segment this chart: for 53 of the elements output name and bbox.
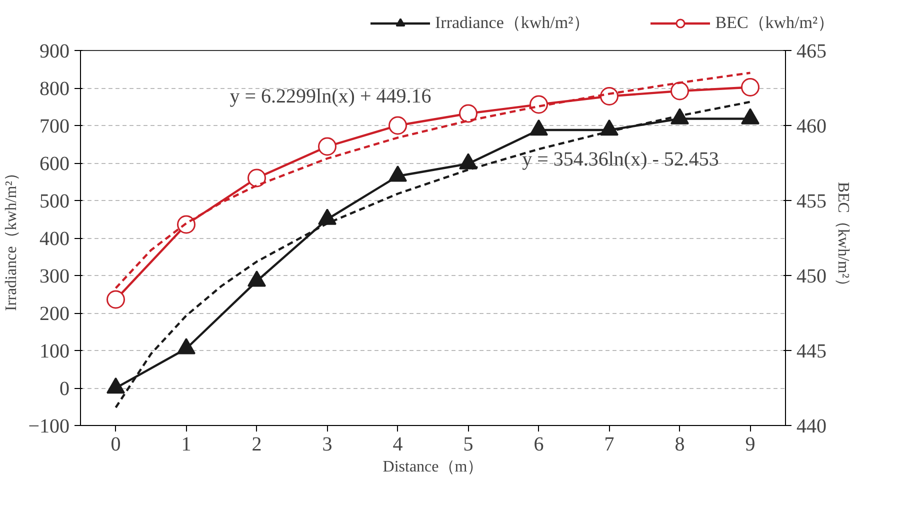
y-tick-label: 700 [40, 116, 70, 138]
x-tick-label: 1 [181, 434, 192, 456]
x-tick-label: 8 [674, 434, 685, 456]
point [388, 116, 407, 135]
point [530, 95, 548, 114]
point [741, 108, 760, 124]
y-tick-label: 500 [40, 190, 70, 212]
x-tick-label: 2 [252, 434, 262, 456]
legend-label: Irradiance（kwh/m²） [435, 12, 590, 34]
x-tick-label: 3 [322, 434, 332, 456]
point [530, 119, 548, 136]
y-tick-label: 900 [40, 40, 70, 62]
point [459, 104, 478, 123]
y-tick-label: 100 [40, 340, 70, 362]
point [670, 108, 689, 124]
point [177, 215, 196, 234]
point [248, 168, 266, 188]
x-tick-label: 6 [534, 434, 544, 456]
x-tick-label: 4 [392, 434, 403, 456]
point [106, 377, 125, 394]
x-tick-label: 9 [745, 434, 756, 456]
point [741, 78, 760, 96]
annotation: y = 354.36ln(x) - 52.453 [522, 148, 719, 170]
point [670, 82, 689, 100]
point [248, 270, 266, 287]
y-tick-label: 300 [40, 266, 70, 288]
annotation: y = 6.2299ln(x) + 449.16 [230, 86, 432, 108]
x-axis-title: Distance（m） [382, 458, 484, 476]
x-tick-label: 0 [110, 434, 121, 456]
point [600, 87, 618, 106]
point [318, 208, 336, 225]
x-tick-label: 7 [604, 434, 614, 456]
y-tick-label: 800 [40, 78, 70, 100]
y2-tick-label: 465 [796, 40, 826, 62]
point [318, 137, 336, 156]
y-tick-label: 200 [40, 303, 70, 325]
point [388, 166, 407, 182]
y2-tick-label: 445 [796, 340, 826, 362]
y2-tick-label: 455 [796, 190, 826, 212]
point [106, 290, 125, 309]
y-tick-label: 0 [60, 378, 70, 400]
point [177, 338, 196, 354]
legend-label: BEC（kwh/m²） [715, 12, 835, 34]
x-tick-label: 5 [463, 434, 474, 456]
y2-tick-label: 460 [796, 116, 826, 138]
y2-axis-title: BEC（kwh/m²） [834, 182, 852, 294]
y-tick-label: −100 [28, 416, 70, 438]
y-axis-title: Irradiance（kwh/m²） [3, 164, 20, 312]
y-tick-label: 400 [40, 228, 70, 250]
y2-tick-label: 440 [796, 416, 826, 438]
point [459, 153, 478, 170]
y2-tick-label: 450 [796, 266, 826, 288]
y-tick-label: 600 [40, 153, 70, 175]
